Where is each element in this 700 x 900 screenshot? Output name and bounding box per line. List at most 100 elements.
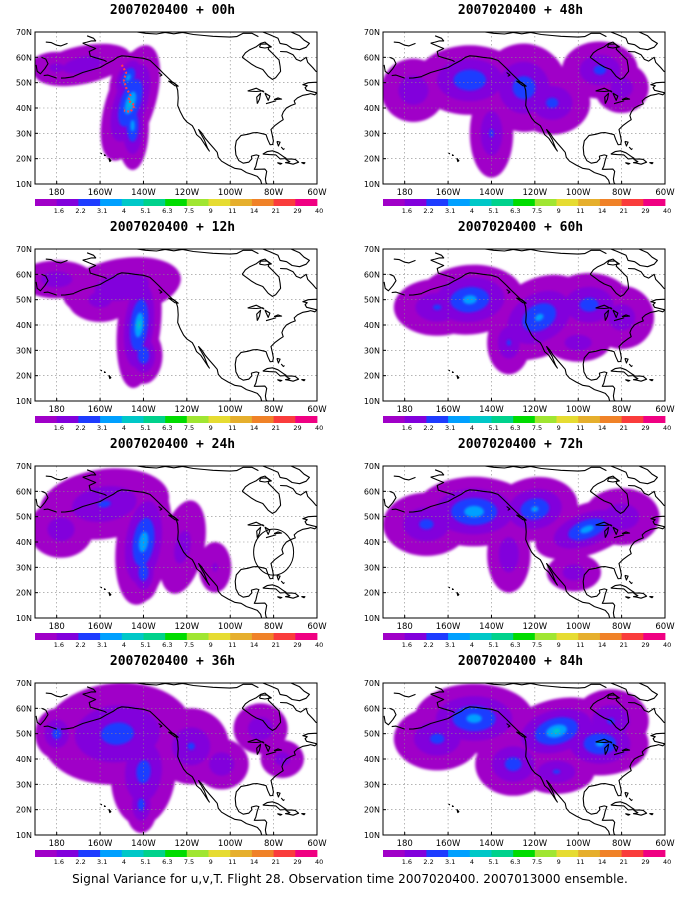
colorbar-label: 3.1 xyxy=(97,207,107,215)
coastline xyxy=(258,43,272,49)
coastline xyxy=(100,586,103,589)
colorbar-swatch xyxy=(165,850,188,857)
lat-tick-label: 50N xyxy=(16,296,32,305)
lon-tick-label: 160W xyxy=(436,839,461,849)
coastline xyxy=(421,272,595,391)
lon-tick-label: 160W xyxy=(436,405,461,415)
coastline xyxy=(100,803,103,806)
map-panel-grid: 2007020400 + 00h 10N 20N 30N 40N 50N 60N 70N 180… xyxy=(0,3,675,868)
coastline xyxy=(383,273,397,292)
colorbar-swatch xyxy=(383,850,406,857)
lon-tick-label: 100W xyxy=(218,622,243,632)
coastline xyxy=(456,591,460,597)
colorbar-label: 4 xyxy=(470,858,474,866)
colorbar-swatch xyxy=(100,633,123,640)
coastline xyxy=(610,466,658,485)
coastline xyxy=(262,367,287,377)
coastline xyxy=(256,743,262,755)
colorbar-swatch xyxy=(165,199,188,206)
colorbar-label: 1.6 xyxy=(402,858,412,866)
coastline xyxy=(82,35,97,44)
colorbar-swatch xyxy=(295,199,318,206)
colorbar-label: 40 xyxy=(315,207,323,215)
coastline xyxy=(103,371,106,373)
lon-tick-label: 140W xyxy=(479,188,504,198)
colorbar-label: 40 xyxy=(663,858,671,866)
colorbar-swatch xyxy=(78,633,101,640)
variance-contour xyxy=(546,97,559,109)
colorbar-swatch xyxy=(251,416,274,423)
lat-tick-label: 40N xyxy=(16,755,32,764)
coastline xyxy=(234,309,317,381)
colorbar-swatch xyxy=(230,416,253,423)
coastline xyxy=(277,813,283,816)
coastline xyxy=(256,309,262,321)
coastline xyxy=(43,74,57,79)
colorbar-label: 29 xyxy=(641,858,649,866)
coastline xyxy=(649,161,654,165)
lat-tick-label: 10N xyxy=(16,614,32,623)
coastline xyxy=(589,692,630,731)
graticule xyxy=(383,249,665,401)
lon-tick-label: 180 xyxy=(49,188,65,198)
colorbar-swatch xyxy=(121,199,144,206)
variance-contour xyxy=(419,519,434,530)
coastline xyxy=(158,72,163,77)
variance-contour xyxy=(209,752,235,776)
lat-tick-label: 50N xyxy=(16,513,32,522)
graticule xyxy=(35,32,317,184)
lon-tick-label: 160W xyxy=(88,405,113,415)
coastline xyxy=(241,258,282,297)
lon-tick-label: 100W xyxy=(218,839,243,849)
colorbar-label: 21 xyxy=(620,424,628,432)
map-panel-36h: 2007020400 + 36h 10N 20N 30N 40N 50N 60N 70N 180… xyxy=(0,651,345,868)
lat-tick-label: 40N xyxy=(364,755,380,764)
coastline xyxy=(60,293,75,296)
colorbar-swatch xyxy=(448,850,471,857)
colorbar-label: 2.2 xyxy=(75,424,85,432)
variance-contour xyxy=(604,503,640,530)
lat-tick-label: 50N xyxy=(364,296,380,305)
colorbar-label: 6.3 xyxy=(510,858,520,866)
variance-contour xyxy=(580,525,594,534)
coastline xyxy=(624,140,629,147)
coastline xyxy=(265,534,277,539)
colorbar-swatch xyxy=(186,633,209,640)
coastline xyxy=(301,595,306,599)
colorbar-swatch xyxy=(208,416,231,423)
lat-tick-label: 40N xyxy=(364,538,380,547)
coastline xyxy=(108,157,112,163)
colorbar-label: 11 xyxy=(228,641,236,649)
coastline xyxy=(606,43,620,49)
colorbar-swatch xyxy=(513,416,536,423)
variance-contour xyxy=(430,733,445,744)
coastlines xyxy=(383,683,665,835)
variance-contour xyxy=(552,728,561,734)
graticule xyxy=(35,249,317,401)
lat-tick-label: 60N xyxy=(364,270,380,279)
variance-contour xyxy=(130,120,135,132)
coastline xyxy=(319,730,333,742)
colorbar-swatch xyxy=(621,416,644,423)
coastline xyxy=(276,357,281,364)
colorbar-swatch xyxy=(273,633,296,640)
colorbar-label: 5.1 xyxy=(488,424,498,432)
colorbar-label: 11 xyxy=(228,424,236,432)
graticule xyxy=(35,683,317,835)
coastline xyxy=(628,701,665,745)
coastline xyxy=(82,252,97,261)
coastline xyxy=(625,379,631,382)
lon-tick-label: 120W xyxy=(175,188,200,198)
coastline xyxy=(625,162,631,165)
coastline xyxy=(604,92,610,104)
colorbar-swatch xyxy=(599,416,622,423)
colorbar-swatch xyxy=(621,199,644,206)
coastline xyxy=(383,707,397,726)
colorbar-swatch xyxy=(599,199,622,206)
coastline xyxy=(393,475,416,481)
colorbar-swatch xyxy=(186,850,209,857)
coastline xyxy=(100,369,103,372)
colorbar-label: 6.3 xyxy=(510,641,520,649)
colorbar-swatch xyxy=(143,633,166,640)
coastline xyxy=(241,692,282,731)
